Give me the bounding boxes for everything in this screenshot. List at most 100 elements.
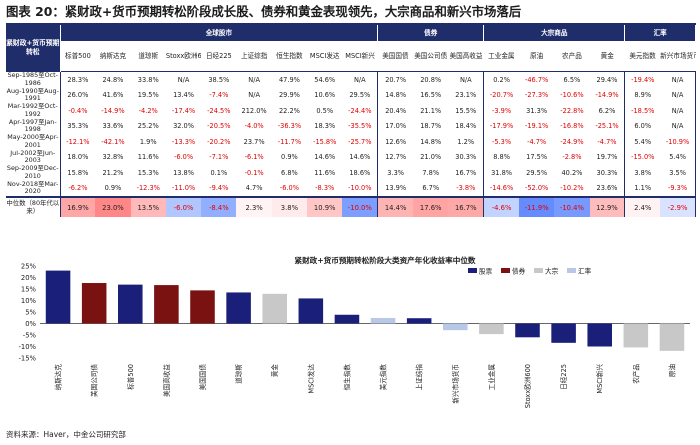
table-cell: 1.2% bbox=[448, 134, 485, 150]
table-cell: 22.2% bbox=[278, 106, 300, 115]
bar bbox=[262, 293, 287, 324]
table-cell: -10.0% bbox=[342, 180, 379, 196]
median-cell: 2.3% bbox=[236, 198, 272, 217]
table-cell: 6.5% bbox=[563, 75, 581, 84]
table-cell: 12.7% bbox=[385, 153, 407, 162]
x-tick-label: 黄金 bbox=[270, 364, 279, 378]
returns-table: 紧财政+货币预期转松 全球股市 债券 大宗商品 汇率 标普500 纳斯达克 道琼斯 Stox… bbox=[6, 25, 697, 217]
table-cell: N/A bbox=[660, 118, 697, 134]
table-cell: -6.2% bbox=[68, 184, 88, 193]
bar bbox=[623, 323, 649, 348]
table-cell: 14.8% bbox=[420, 137, 442, 146]
table-cell: -7.4% bbox=[209, 91, 229, 100]
table-cell: -3.9% bbox=[492, 106, 512, 115]
table-cell: 31.3% bbox=[526, 106, 548, 115]
table-cell: 18.3% bbox=[314, 122, 336, 131]
legend-label: 债券 bbox=[512, 267, 526, 276]
table-cell: 14.6% bbox=[314, 153, 336, 162]
table-cell: 18.7% bbox=[420, 122, 442, 131]
table-cell: 21.0% bbox=[420, 153, 442, 162]
x-tick-label: MSCI新兴 bbox=[595, 364, 604, 394]
bar bbox=[81, 283, 107, 324]
table-cell: -14.6% bbox=[489, 184, 514, 193]
table-cell: 33.8% bbox=[137, 75, 159, 84]
median-cell: 16.7% bbox=[448, 198, 485, 217]
row-label: Mar-1992至Oct-1992 bbox=[6, 103, 61, 119]
column-header-row: 标普500纳斯达克道琼斯Stoxx欧洲600日经225上证综指恒生指数MSCI发… bbox=[6, 41, 696, 72]
table-cell: 11.6% bbox=[314, 168, 336, 177]
table-cell: -46.7% bbox=[524, 75, 549, 84]
table-cell: -6.1% bbox=[244, 153, 264, 162]
table-cell: 26.0% bbox=[67, 91, 89, 100]
column-header: 美元指数 bbox=[624, 41, 661, 72]
table-cell: -10.9% bbox=[660, 134, 697, 150]
table-cell: -11.0% bbox=[171, 184, 196, 193]
legend-swatch bbox=[534, 268, 543, 273]
column-header: 美国高收益 bbox=[448, 41, 484, 72]
x-tick-label: 日经225 bbox=[559, 364, 568, 390]
table-row: Mar-1992至Oct-1992 -0.4% -14.9% -4.2% -17.4% -… bbox=[6, 103, 697, 119]
table-cell: -8.3% bbox=[315, 184, 335, 193]
table-cell: 21.2% bbox=[102, 168, 124, 177]
table-cell: -9.4% bbox=[209, 184, 229, 193]
table-cell: 20.4% bbox=[385, 106, 407, 115]
table-cell: 33.6% bbox=[102, 122, 124, 131]
table-cell: 13.4% bbox=[173, 91, 195, 100]
bar bbox=[226, 292, 251, 324]
x-tick-label: 美国国债 bbox=[198, 364, 207, 391]
table-cell: N/A bbox=[177, 75, 190, 84]
table-cell: 29.9% bbox=[278, 91, 300, 100]
group-header: 债券 bbox=[377, 25, 485, 41]
median-row: 中位数（80年代以来） 16.9% 23.0% 13.5% -6.0% -8.4% 2.3%… bbox=[6, 198, 697, 217]
source-note: 资料来源：Haver，中金公司研究部 bbox=[6, 430, 126, 439]
group-header-row: 紧财政+货币预期转松 全球股市 债券 大宗商品 汇率 bbox=[6, 25, 696, 72]
legend-swatch bbox=[567, 268, 576, 273]
table-cell: -4.7% bbox=[589, 134, 626, 150]
table-cell: 5.4% bbox=[660, 149, 697, 165]
bar bbox=[190, 290, 215, 324]
table-cell: N/A bbox=[660, 103, 697, 119]
table-cell: N/A bbox=[660, 87, 697, 103]
column-header: 道琼斯 bbox=[130, 41, 166, 72]
table-cell: -12.3% bbox=[136, 184, 160, 193]
column-header: Stoxx欧洲600 bbox=[165, 41, 202, 72]
y-tick-label: 0% bbox=[25, 320, 36, 328]
median-cell: 16.9% bbox=[60, 198, 96, 217]
column-header: 恒生指数 bbox=[271, 41, 308, 72]
table-cell: -4.7% bbox=[527, 137, 547, 146]
table-cell: -14.9% bbox=[101, 106, 125, 115]
table-cell: -35.5% bbox=[342, 118, 379, 134]
table-cell: -6.0% bbox=[173, 153, 194, 162]
legend-label: 汇率 bbox=[578, 267, 592, 276]
y-tick-label: 15% bbox=[21, 286, 37, 294]
table-cell: 41.6% bbox=[102, 91, 124, 100]
table-cell: 16.7% bbox=[448, 165, 485, 181]
x-tick-label: 道琼斯 bbox=[234, 364, 243, 384]
table-cell: -4.2% bbox=[138, 106, 158, 115]
table-cell: -10.6% bbox=[560, 91, 584, 100]
table-cell: 23.6% bbox=[589, 180, 626, 196]
chart-title: 紧财政+货币预期转松阶段大类资产年化收益率中位数 bbox=[294, 255, 475, 265]
table-row: Apr-1997至Jan-1998 35.3% 33.6% 25.2% 32.0% -20… bbox=[6, 118, 697, 134]
median-cell: -4.6% bbox=[483, 198, 519, 217]
table-cell: 0.1% bbox=[210, 168, 228, 177]
median-cell: 13.5% bbox=[130, 198, 166, 217]
table-cell: 12.6% bbox=[385, 137, 407, 146]
bar bbox=[515, 323, 540, 338]
bar bbox=[479, 323, 504, 335]
x-tick-label: MSCI发达 bbox=[306, 364, 315, 394]
table-row: Sep-1985至Oct-1986 28.3% 24.8% 33.8% N/A 38.5%… bbox=[6, 71, 697, 88]
table-cell: -19.4% bbox=[631, 75, 655, 84]
x-tick-label: 上证综指 bbox=[415, 364, 424, 391]
table-cell: 20.7% bbox=[385, 75, 407, 84]
table-row: Jul-2002至Jun-2003 18.0% 32.8% 11.6% -6.0% -7.… bbox=[6, 149, 697, 165]
table-cell: 212.0% bbox=[241, 106, 267, 115]
table-cell: -18.5% bbox=[631, 106, 655, 115]
table-row: Sep-2009至Dec-2010 15.8% 21.2% 15.3% 13.8% 0.1… bbox=[6, 165, 697, 181]
column-header: 原油 bbox=[518, 41, 555, 72]
table-cell: 8.9% bbox=[634, 91, 652, 100]
table-cell: 19.7% bbox=[589, 149, 626, 165]
median-bar-chart: 紧财政+货币预期转松阶段大类资产年化收益率中位数 股票 债券 大宗 汇率 25% 20% 15… bbox=[0, 254, 700, 429]
column-header: 工业金属 bbox=[483, 41, 519, 72]
table-cell: 6.7% bbox=[422, 184, 440, 193]
